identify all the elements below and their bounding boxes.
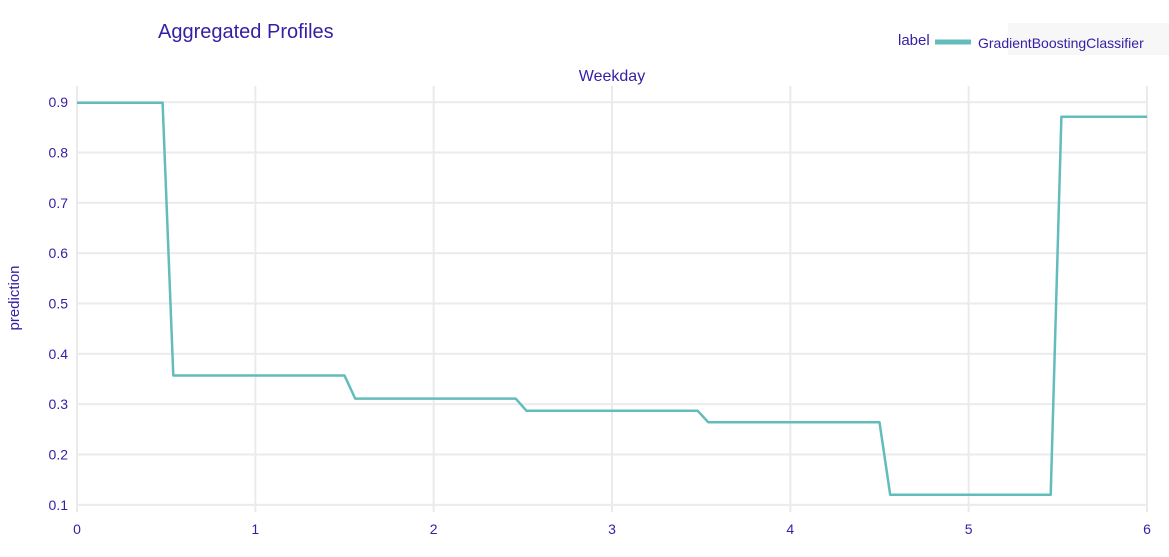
y-tick-label: 0.9 [49,94,69,110]
chart-subtitle: Weekday [579,68,645,85]
x-axis-ticks: 0 1 2 3 4 5 6 [73,521,1151,537]
x-tick-label: 5 [965,521,973,537]
y-tick-label: 0.4 [49,346,69,362]
y-tick-label: 0.8 [49,145,69,161]
x-tick-label: 3 [608,521,616,537]
x-tick-label: 4 [786,521,794,537]
y-tick-label: 0.7 [49,195,69,211]
plot-lines [77,101,1147,497]
y-tick-label: 0.6 [49,245,69,261]
grid [76,86,1148,512]
x-tick-label: 1 [251,521,259,537]
series-line[interactable] [77,101,1147,497]
y-tick-label: 0.1 [49,497,69,513]
legend[interactable]: label GradientBoostingClassifier [898,23,1169,55]
x-tick-label: 6 [1143,521,1151,537]
x-tick-label: 2 [430,521,438,537]
chart-title: Aggregated Profiles [158,21,334,43]
y-tick-label: 0.5 [49,296,69,312]
y-axis-title: prediction [6,265,23,330]
y-axis-ticks: 0.1 0.2 0.3 0.4 0.5 0.6 0.7 0.8 0.9 [49,94,69,513]
legend-title: label [898,32,930,49]
legend-background [1008,23,1169,55]
y-tick-label: 0.3 [49,396,69,412]
legend-label[interactable]: GradientBoostingClassifier [978,35,1144,51]
y-tick-label: 0.2 [49,447,69,463]
x-tick-label: 0 [73,521,81,537]
